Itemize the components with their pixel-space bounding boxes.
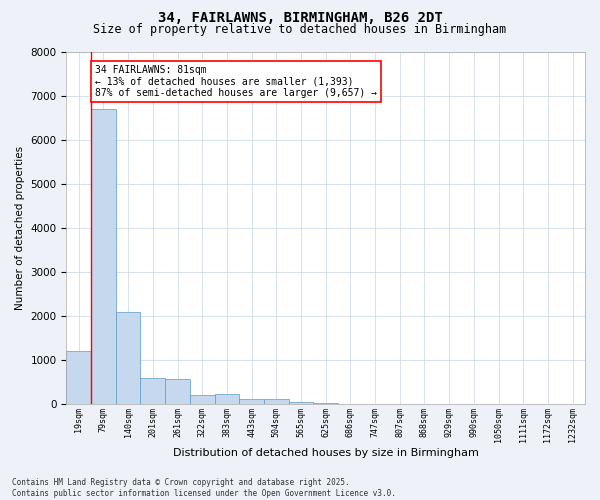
Text: Size of property relative to detached houses in Birmingham: Size of property relative to detached ho… <box>94 22 506 36</box>
Text: 34, FAIRLAWNS, BIRMINGHAM, B26 2DT: 34, FAIRLAWNS, BIRMINGHAM, B26 2DT <box>158 11 442 25</box>
Text: Contains HM Land Registry data © Crown copyright and database right 2025.
Contai: Contains HM Land Registry data © Crown c… <box>12 478 396 498</box>
Bar <box>239 400 264 404</box>
Bar <box>313 403 338 404</box>
Bar <box>91 109 116 404</box>
Bar <box>165 378 190 404</box>
Y-axis label: Number of detached properties: Number of detached properties <box>15 146 25 310</box>
Bar <box>190 396 215 404</box>
Bar <box>264 400 289 404</box>
Bar <box>67 352 91 404</box>
Text: 34 FAIRLAWNS: 81sqm
← 13% of detached houses are smaller (1,393)
87% of semi-det: 34 FAIRLAWNS: 81sqm ← 13% of detached ho… <box>95 64 377 98</box>
X-axis label: Distribution of detached houses by size in Birmingham: Distribution of detached houses by size … <box>173 448 479 458</box>
Bar <box>215 394 239 404</box>
Bar <box>116 312 140 404</box>
Bar <box>140 378 165 404</box>
Bar <box>289 402 313 404</box>
